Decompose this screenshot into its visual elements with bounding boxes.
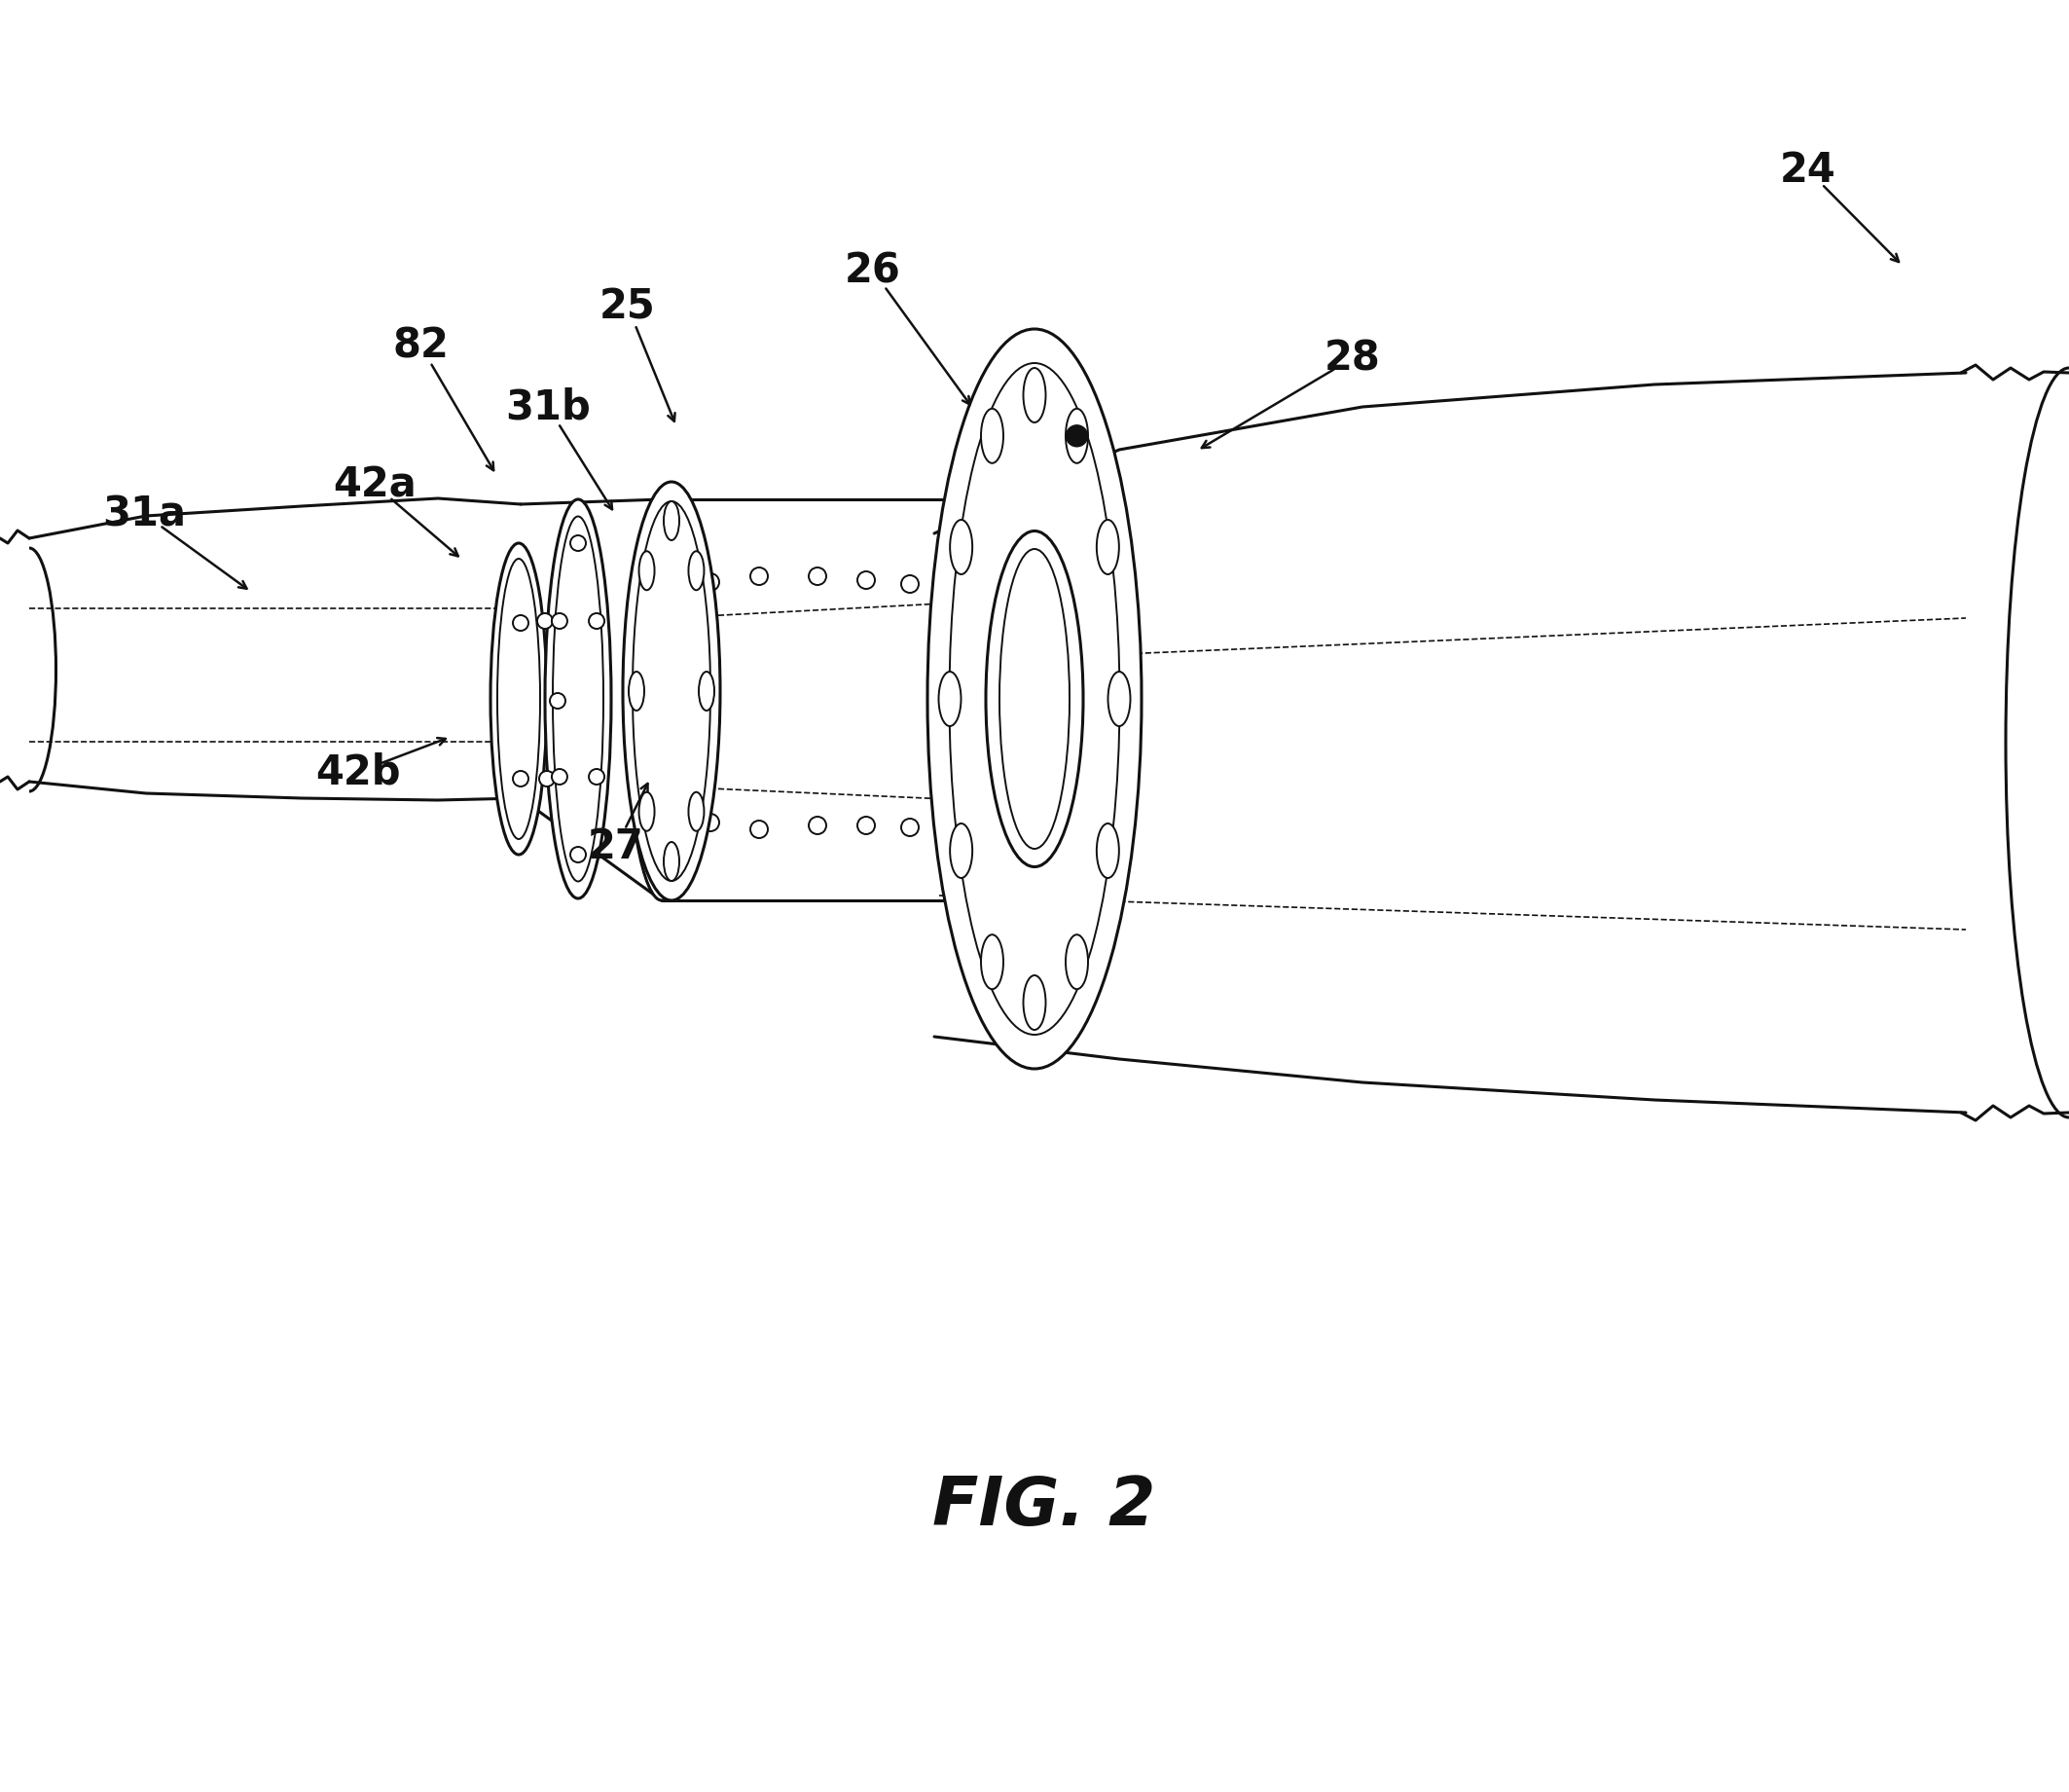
Text: 31a: 31a [101, 493, 186, 534]
Ellipse shape [950, 824, 972, 878]
Circle shape [513, 771, 528, 787]
Circle shape [857, 817, 875, 835]
Ellipse shape [999, 548, 1070, 849]
Text: 31b: 31b [505, 387, 590, 426]
Text: 27: 27 [588, 826, 643, 867]
Ellipse shape [639, 792, 654, 831]
Ellipse shape [689, 792, 703, 831]
Circle shape [751, 568, 768, 584]
Ellipse shape [1097, 824, 1119, 878]
Circle shape [590, 769, 604, 785]
Circle shape [1066, 425, 1088, 446]
Ellipse shape [981, 409, 1003, 462]
Ellipse shape [1024, 975, 1045, 1030]
Circle shape [590, 613, 604, 629]
Ellipse shape [623, 482, 720, 900]
Text: 42a: 42a [333, 464, 416, 505]
Circle shape [857, 572, 875, 590]
Text: 24: 24 [1779, 151, 1837, 190]
Ellipse shape [927, 330, 1142, 1068]
Ellipse shape [950, 364, 1119, 1034]
Ellipse shape [1097, 520, 1119, 573]
Circle shape [571, 536, 586, 550]
Ellipse shape [497, 559, 540, 839]
Ellipse shape [627, 500, 697, 900]
Circle shape [552, 613, 567, 629]
Text: 28: 28 [1324, 337, 1380, 378]
Circle shape [538, 613, 552, 629]
Text: 26: 26 [844, 251, 902, 290]
Text: 82: 82 [393, 324, 449, 366]
Circle shape [809, 568, 826, 584]
Circle shape [571, 848, 586, 862]
Circle shape [902, 819, 919, 837]
Circle shape [902, 575, 919, 593]
Ellipse shape [664, 842, 679, 882]
Ellipse shape [544, 500, 610, 898]
Circle shape [540, 771, 554, 787]
Text: FIG. 2: FIG. 2 [933, 1475, 1157, 1539]
Circle shape [809, 817, 826, 835]
Ellipse shape [1066, 409, 1088, 462]
Ellipse shape [633, 502, 710, 882]
Ellipse shape [639, 552, 654, 590]
Circle shape [552, 769, 567, 785]
Ellipse shape [1024, 367, 1045, 423]
Ellipse shape [1109, 672, 1130, 726]
Circle shape [701, 814, 720, 831]
Ellipse shape [689, 552, 703, 590]
Ellipse shape [985, 530, 1084, 867]
Ellipse shape [699, 672, 714, 711]
Ellipse shape [664, 502, 679, 539]
Ellipse shape [490, 543, 546, 855]
Circle shape [701, 573, 720, 591]
Ellipse shape [552, 516, 604, 882]
Circle shape [550, 694, 565, 708]
Circle shape [513, 615, 528, 631]
Ellipse shape [1066, 935, 1088, 989]
Text: 42b: 42b [314, 751, 401, 792]
Text: 25: 25 [600, 287, 656, 328]
Circle shape [751, 821, 768, 839]
Ellipse shape [950, 520, 972, 573]
Ellipse shape [981, 935, 1003, 989]
Ellipse shape [939, 672, 960, 726]
Ellipse shape [629, 672, 643, 711]
